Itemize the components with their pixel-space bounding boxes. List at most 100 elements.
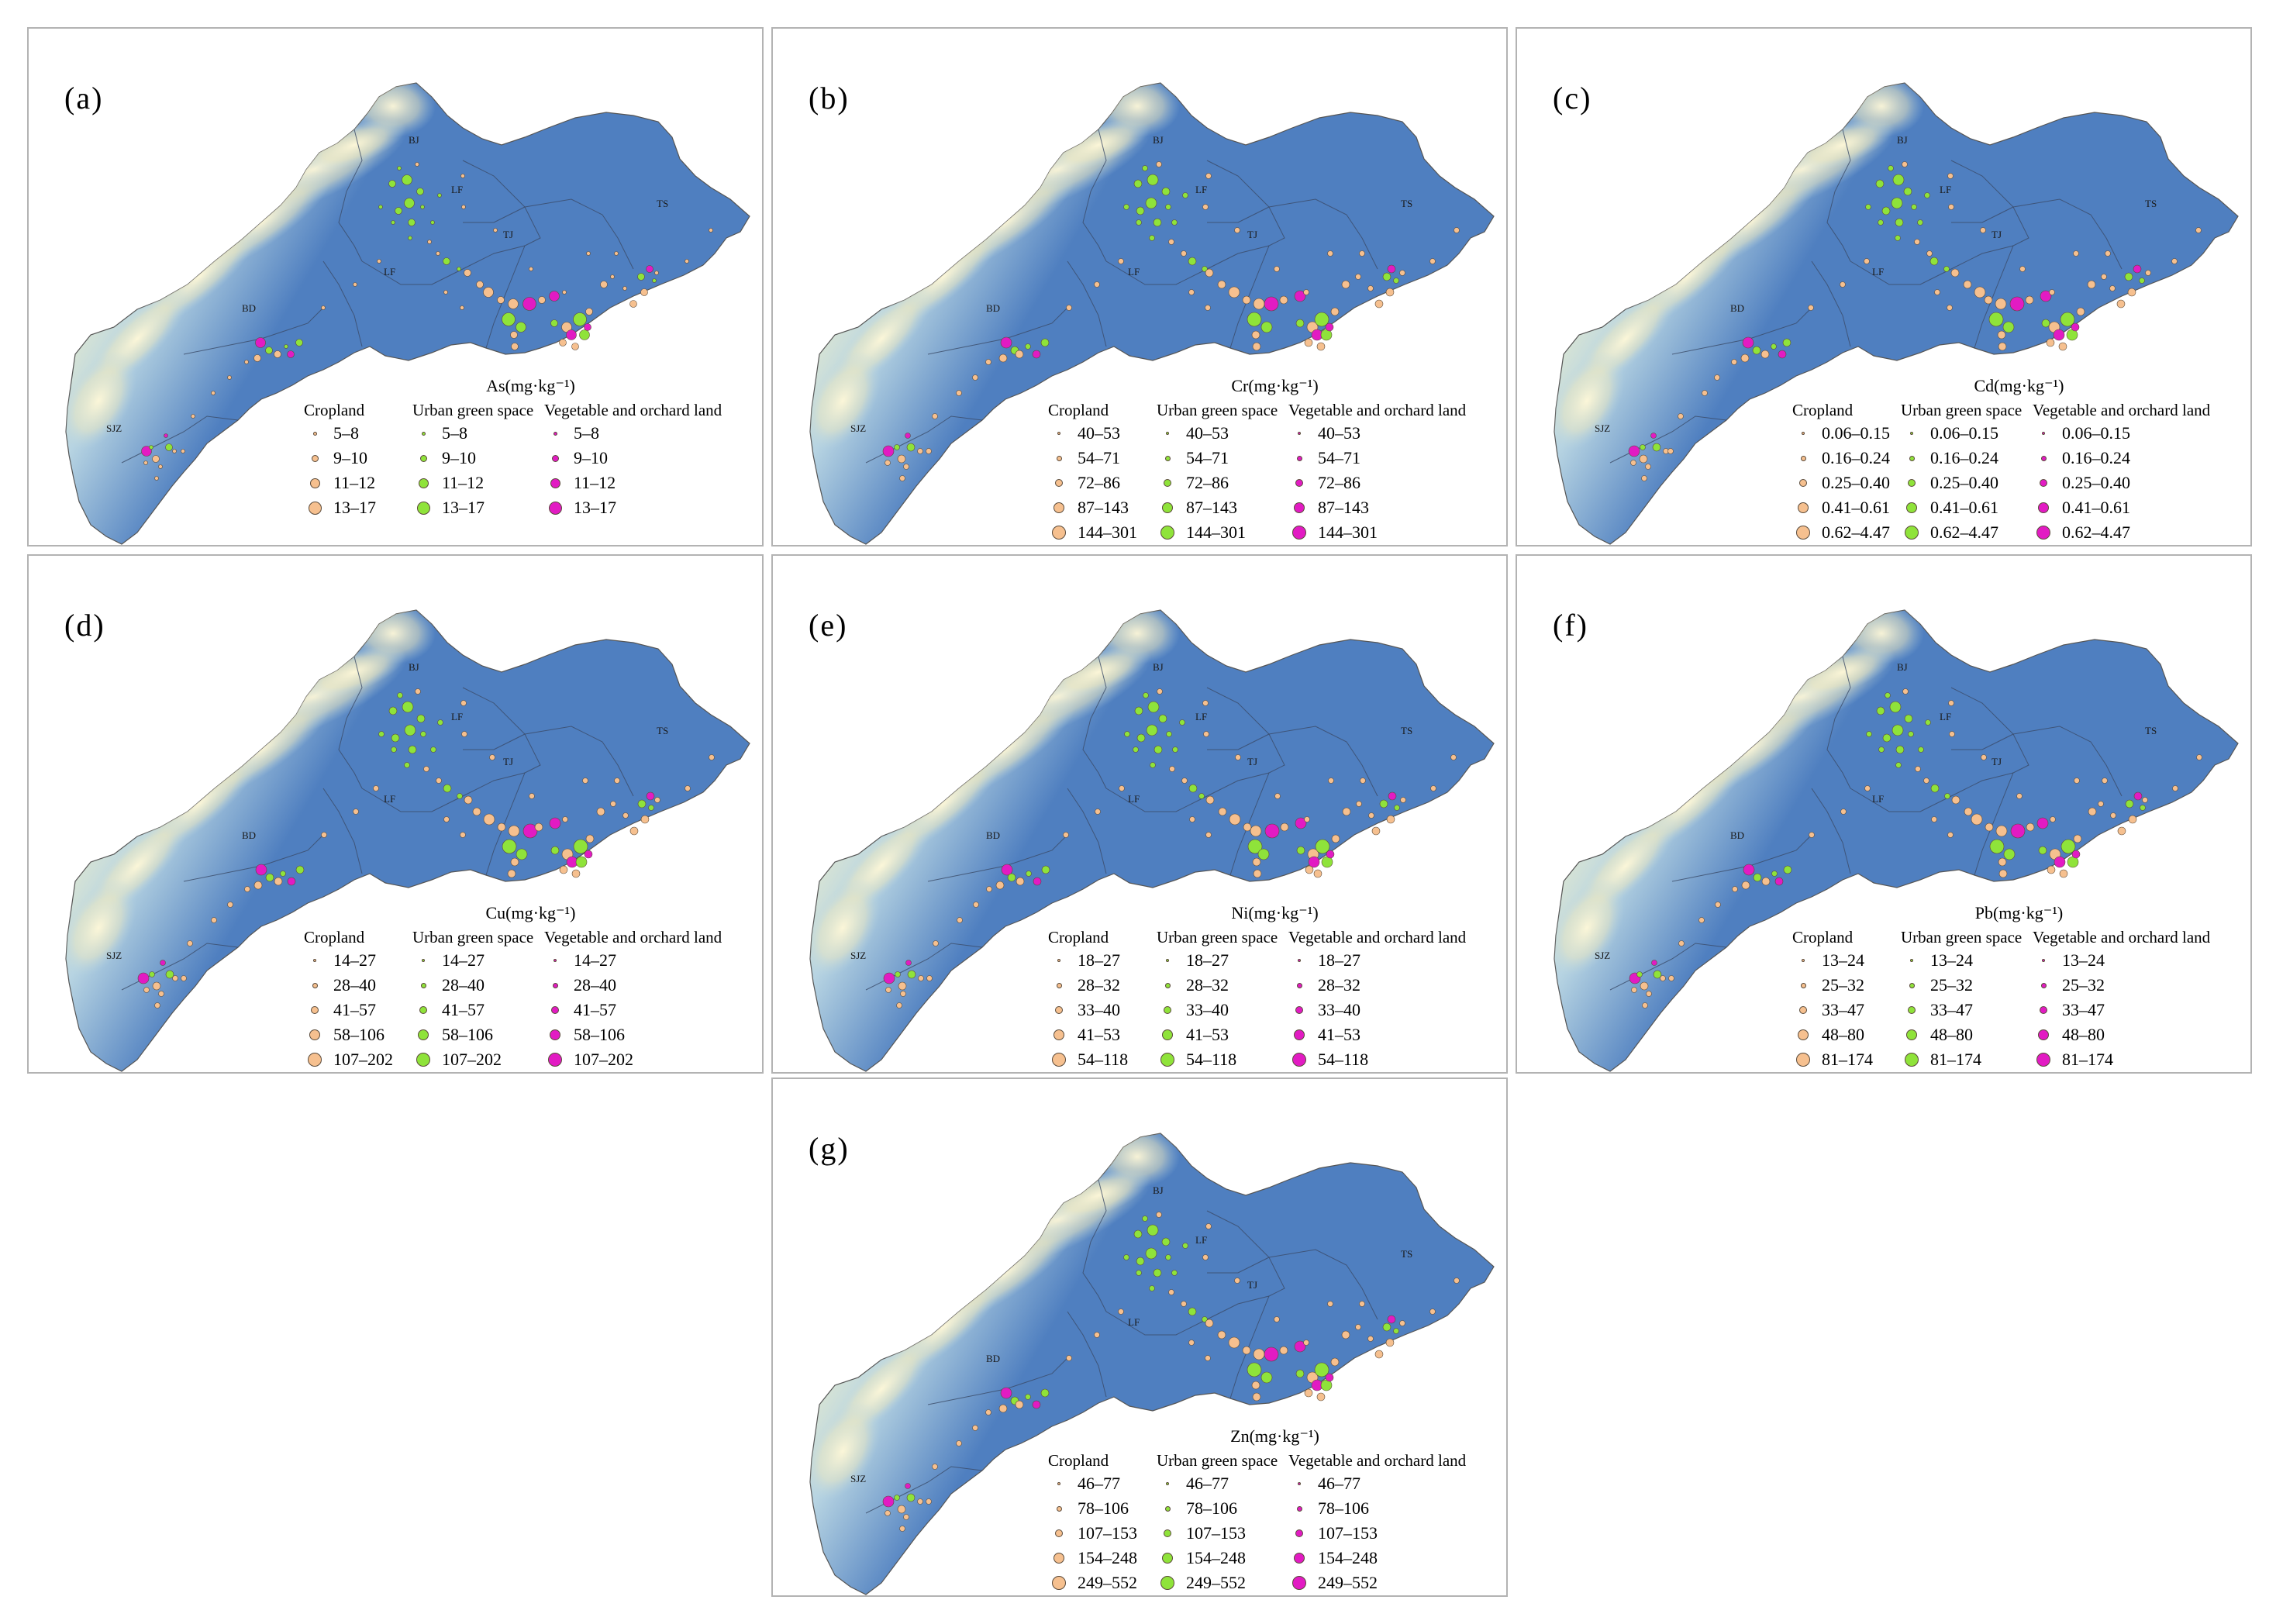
- sample-point: [1260, 1371, 1273, 1384]
- sample-point: [274, 877, 283, 886]
- sample-point: [1944, 793, 1950, 799]
- sample-point: [2002, 321, 2015, 333]
- legend-range: 78–106: [1186, 1498, 1237, 1518]
- sample-point: [1778, 350, 1787, 359]
- legend-entry: 33–47: [1792, 998, 1947, 1022]
- sample-point: [2127, 288, 2136, 297]
- sample-point: [402, 701, 414, 713]
- sample-point: [2059, 869, 2068, 878]
- sample-point: [1294, 290, 1306, 302]
- sample-point: [1359, 250, 1365, 257]
- sample-point: [1228, 286, 1240, 298]
- sample-point: [1203, 731, 1209, 737]
- sample-point: [1985, 822, 1994, 832]
- sample-point: [596, 807, 605, 816]
- sample-point: [2053, 329, 2065, 341]
- sample-point: [550, 846, 560, 855]
- sample-point: [926, 448, 932, 454]
- legend-marker: [1162, 1029, 1173, 1040]
- legend-range: 107–202: [574, 1050, 633, 1069]
- sample-point: [2016, 793, 2023, 799]
- sample-point: [2195, 227, 2202, 233]
- legend-entry: 0.25–0.40: [1792, 471, 1947, 495]
- sample-point: [2074, 778, 2080, 784]
- legend-marker: [552, 982, 558, 988]
- legend-marker: [309, 1029, 320, 1040]
- legend: Pb(mg·kg⁻¹) Cropland 13–24 25–32 33–47 48–80 8…: [1792, 903, 2246, 1070]
- legend-entry: 41–53: [1157, 1022, 1312, 1047]
- sample-point: [187, 940, 193, 946]
- legend-entry: 107–153: [1048, 1521, 1203, 1546]
- sample-point: [1242, 295, 1251, 305]
- legend-range: 0.41–0.61: [1930, 498, 1998, 517]
- city-label-tj: TJ: [503, 756, 513, 767]
- sample-point: [1253, 298, 1265, 310]
- sample-point: [1995, 825, 2008, 837]
- legend-column: Urban green space 13–24 25–32 33–47 48–80 81–…: [1901, 926, 2056, 1072]
- legend-range: 78–106: [1078, 1498, 1129, 1518]
- city-label-bd: BD: [986, 302, 1000, 314]
- sample-point: [1330, 1357, 1340, 1367]
- sample-point: [1639, 454, 1648, 464]
- sample-point: [154, 1002, 160, 1009]
- sample-point: [1252, 342, 1261, 351]
- sample-point: [905, 960, 912, 966]
- sample-point: [284, 344, 288, 349]
- sample-point: [1171, 1270, 1178, 1276]
- sample-point: [1947, 832, 1954, 838]
- legend-category: Cropland: [1048, 928, 1109, 946]
- legend-range: 107–202: [442, 1050, 502, 1069]
- sample-point: [600, 281, 608, 288]
- sample-point: [191, 414, 195, 419]
- legend-marker: [1796, 1053, 1810, 1067]
- legend-entry: 41–57: [544, 998, 699, 1022]
- sample-point: [1715, 902, 1721, 908]
- sample-point: [985, 359, 991, 365]
- sample-point: [1367, 285, 1374, 291]
- sample-point: [1889, 701, 1902, 713]
- sample-point: [1393, 1328, 1399, 1334]
- legend-entry: 9–10: [544, 446, 699, 471]
- city-label-ts: TS: [2145, 725, 2157, 736]
- sample-point: [1678, 940, 1685, 946]
- legend-range: 87–143: [1186, 498, 1237, 517]
- legend-entry: 154–248: [1157, 1546, 1312, 1571]
- sample-point: [932, 1464, 938, 1470]
- legend-category: Urban green space: [1901, 401, 2023, 419]
- sample-point: [1118, 258, 1124, 264]
- sample-point: [1771, 343, 1777, 350]
- legend-entry: 33–40: [1048, 998, 1203, 1022]
- legend-entry: 0.62–4.47: [2033, 520, 2188, 545]
- legend-marker: [1908, 479, 1916, 487]
- legend-marker: [1802, 432, 1805, 435]
- sample-point: [391, 733, 400, 743]
- legend: Zn(mg·kg⁻¹) Cropland 46–77 78–106 107–153 154…: [1048, 1426, 1502, 1593]
- legend-range: 33–47: [1930, 1000, 1973, 1019]
- sample-point: [1387, 1315, 1396, 1324]
- legend-marker: [550, 1029, 560, 1040]
- sample-point: [1908, 731, 1914, 737]
- panel-label: (d): [64, 608, 105, 643]
- sample-point: [637, 799, 647, 809]
- city-label-lf: LF: [384, 266, 395, 278]
- sample-point: [1971, 813, 1983, 826]
- legend-marker: [2038, 1029, 2049, 1040]
- sample-point: [1753, 873, 1762, 882]
- map-cu: BJ LF TJ LF TS BD SJZ: [65, 609, 750, 1072]
- sample-point: [1888, 165, 1894, 171]
- legend-range: 41–53: [1186, 1025, 1229, 1044]
- legend-column: Urban green space 0.06–0.15 0.16–0.24 0.25–…: [1901, 399, 2056, 545]
- sample-point: [508, 825, 520, 837]
- sample-point: [172, 975, 178, 981]
- sample-point: [1253, 1348, 1265, 1360]
- sample-point: [648, 805, 654, 811]
- sample-point: [1172, 746, 1178, 753]
- legend-range: 25–32: [1822, 975, 1864, 995]
- sample-point: [897, 1505, 906, 1514]
- legend-marker: [1056, 455, 1062, 461]
- legend-range: 0.25–0.40: [2062, 473, 2130, 492]
- legend-range: 40–53: [1078, 423, 1120, 443]
- sample-point: [1878, 219, 1884, 226]
- legend-marker: [1164, 1529, 1171, 1537]
- sample-points: [141, 162, 713, 481]
